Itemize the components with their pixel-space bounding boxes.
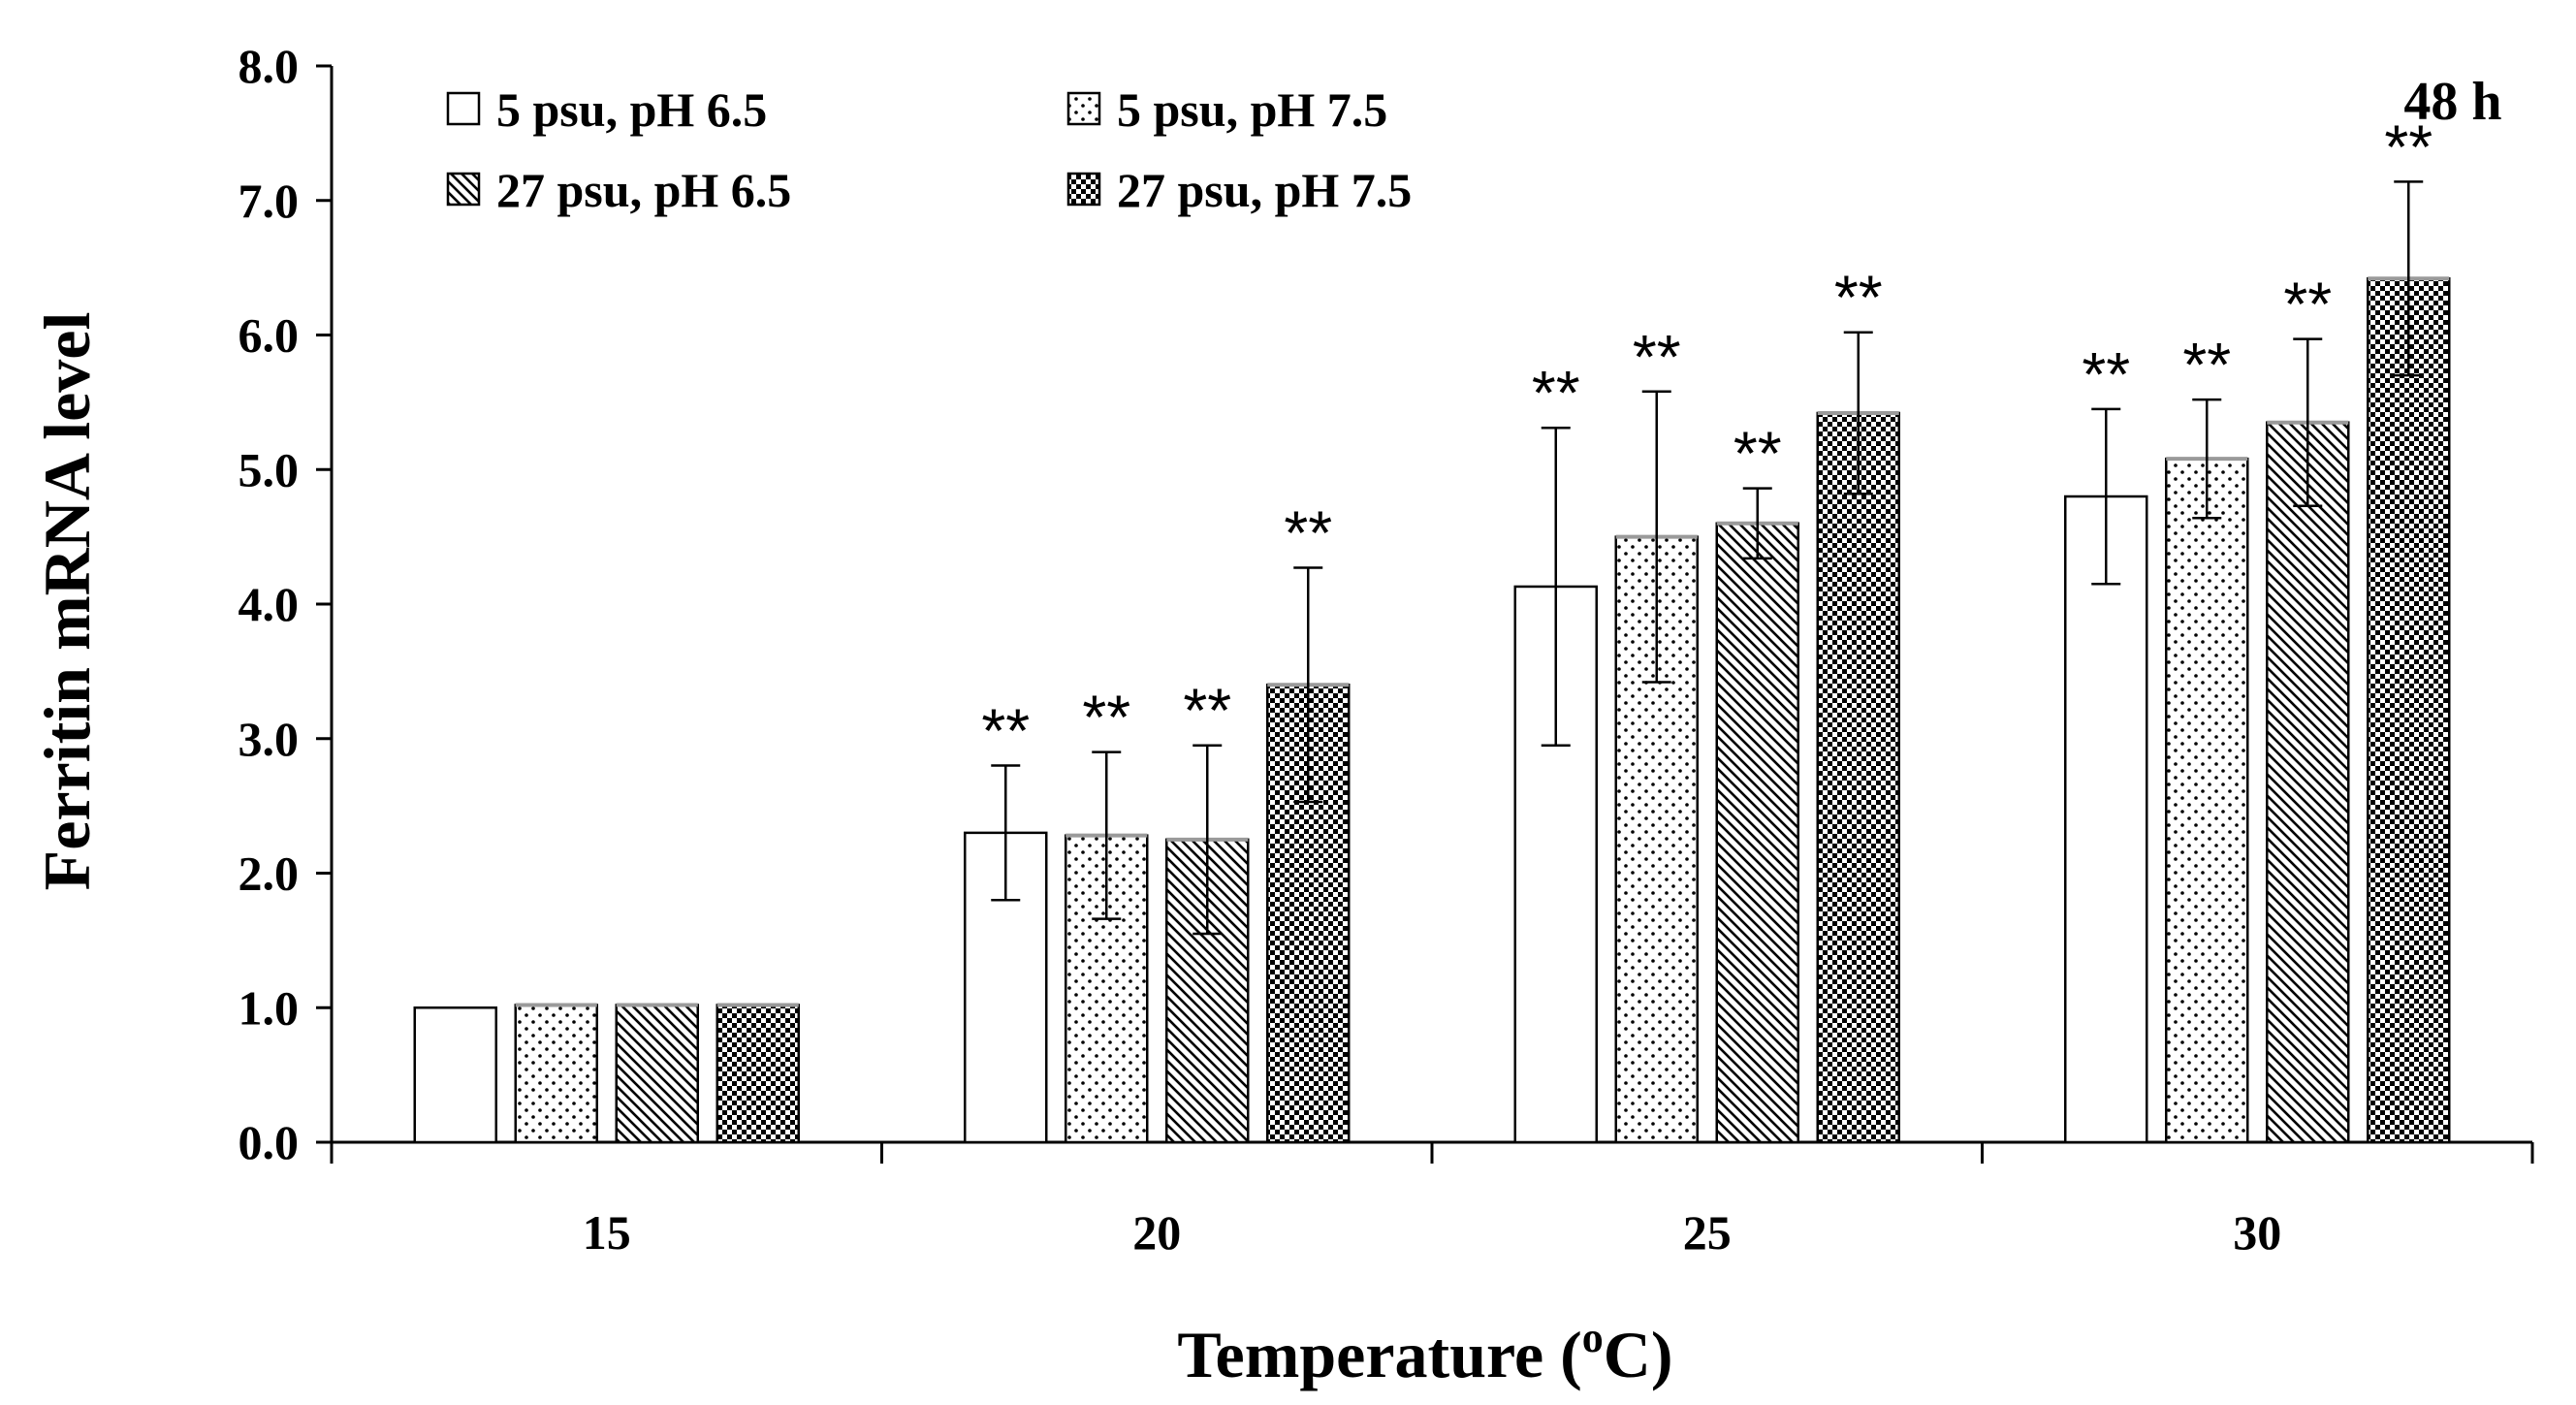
bar	[514, 1004, 598, 1144]
error-bar-group	[991, 180, 2424, 936]
bar	[716, 1004, 800, 1144]
legend-label: 5 psu, pH 6.5	[496, 82, 767, 137]
y-tick-label: 1.0	[239, 980, 300, 1035]
y-tick-label: 7.0	[239, 174, 300, 228]
bar	[2064, 495, 2148, 1144]
bar	[1816, 411, 1900, 1144]
significance-marker-group: ** ** ** ** ** ** ** ** ** ** ** **	[981, 112, 2433, 765]
time-annotation: 48 h	[2403, 72, 2501, 132]
legend-swatch	[1066, 91, 1101, 126]
significance-marker: **	[1532, 358, 1580, 428]
legend-label: 27 psu, pH 7.5	[1117, 163, 1412, 217]
y-tick-label: 3.0	[239, 712, 300, 766]
y-axis-title: Ferritin mRNA level	[30, 312, 104, 891]
y-tick-label: 5.0	[239, 442, 300, 496]
y-tick-label: 4.0	[239, 577, 300, 631]
x-tick-label: 20	[1132, 1205, 1181, 1260]
legend-swatch	[1066, 172, 1101, 207]
bar-group	[413, 276, 2451, 1144]
y-tick-label: 0.0	[239, 1115, 300, 1169]
x-axis-title-superscript: o	[1582, 1314, 1604, 1361]
y-tick-label: 8.0	[239, 39, 300, 93]
bar	[2367, 276, 2451, 1144]
bar	[2165, 457, 2249, 1144]
y-tick-label: 6.0	[239, 308, 300, 363]
y-tick-label: 2.0	[239, 846, 300, 901]
legend-label: 5 psu, pH 7.5	[1117, 82, 1387, 137]
legend-swatch	[446, 91, 481, 126]
x-axis-title: Temperature (oC)	[1177, 1314, 1672, 1391]
significance-marker: **	[1082, 683, 1130, 752]
bar	[1715, 522, 1799, 1144]
significance-marker: **	[2082, 339, 2130, 409]
x-tick-label: 30	[2233, 1205, 2281, 1260]
significance-marker: **	[981, 696, 1030, 766]
significance-marker: **	[1284, 498, 1332, 568]
significance-marker: **	[1183, 676, 1231, 746]
bar	[2266, 421, 2350, 1144]
bar	[615, 1004, 699, 1144]
significance-marker: **	[1733, 419, 1782, 489]
x-axis-title-main: Temperature (	[1177, 1318, 1581, 1391]
significance-marker: **	[1834, 263, 1883, 333]
x-axis-ticks: 15 20 25 30	[330, 1142, 2534, 1260]
legend: 5 psu, pH 6.5 5 psu, pH 7.5 27 psu, pH 6.5…	[446, 82, 1412, 217]
legend-label: 27 psu, pH 6.5	[496, 163, 791, 217]
x-axis-title-tail: C)	[1604, 1318, 1673, 1391]
significance-marker: **	[2283, 270, 2332, 339]
x-tick-label: 15	[583, 1205, 631, 1260]
significance-marker: **	[2182, 330, 2231, 399]
significance-marker: **	[1633, 322, 1681, 392]
x-tick-label: 25	[1683, 1205, 1732, 1260]
bar	[413, 1006, 497, 1144]
y-axis-ticks: 0.0 1.0 2.0 3.0 4.0 5.0 6.0 7.0 8.0	[239, 39, 332, 1169]
significance-marker: **	[2384, 112, 2433, 181]
legend-swatch	[446, 172, 481, 207]
